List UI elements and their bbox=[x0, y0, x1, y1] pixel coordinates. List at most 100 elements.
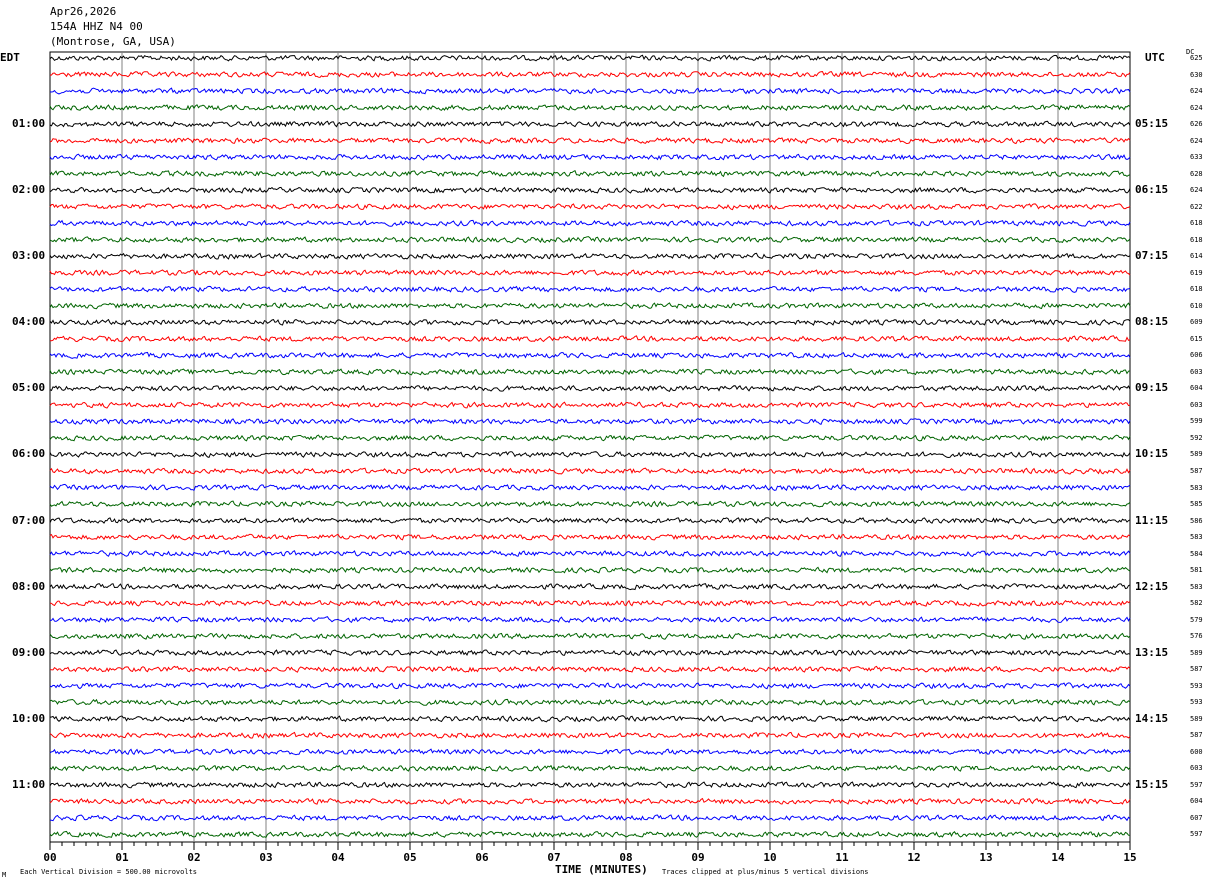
dc-offset-value: 583 bbox=[1190, 483, 1203, 492]
seismic-trace bbox=[49, 236, 1131, 244]
seismic-trace bbox=[49, 203, 1131, 211]
dc-offset-value: 576 bbox=[1190, 632, 1203, 641]
dc-offset-value: 593 bbox=[1190, 698, 1203, 707]
left-timezone-label: EDT bbox=[0, 51, 20, 64]
seismic-trace bbox=[49, 417, 1131, 425]
seismic-trace bbox=[49, 434, 1131, 442]
x-tick-label: 09 bbox=[691, 851, 704, 864]
seismic-trace bbox=[49, 797, 1131, 805]
x-tick-label: 12 bbox=[907, 851, 920, 864]
dc-offset-value: 589 bbox=[1190, 714, 1203, 723]
x-tick-label: 02 bbox=[187, 851, 200, 864]
seismic-trace bbox=[49, 467, 1131, 475]
utc-hour-label: 05:15 bbox=[1135, 117, 1169, 131]
dc-offset-value: 600 bbox=[1190, 747, 1203, 756]
seismic-trace bbox=[49, 302, 1131, 310]
x-tick-label: 01 bbox=[115, 851, 129, 864]
edt-hour-label: 06:00 bbox=[12, 447, 46, 461]
station-code: 154A HHZ N4 00 bbox=[50, 20, 143, 33]
seismic-trace bbox=[50, 335, 1131, 343]
utc-hour-label: 07:15 bbox=[1135, 249, 1169, 263]
dc-offset-value: 582 bbox=[1190, 599, 1203, 608]
x-tick-label: 03 bbox=[259, 851, 272, 864]
edt-hour-label: 10:00 bbox=[12, 711, 46, 725]
seismic-trace bbox=[49, 252, 1131, 260]
dc-offset-value: 614 bbox=[1190, 252, 1203, 261]
seismic-trace bbox=[49, 401, 1131, 409]
dc-offset-value: 579 bbox=[1190, 615, 1203, 624]
dc-offset-value: 585 bbox=[1190, 500, 1203, 509]
edt-hour-label: 01:00 bbox=[12, 117, 46, 131]
x-tick-label: 14 bbox=[1051, 851, 1065, 864]
dc-offset-value: 597 bbox=[1190, 780, 1203, 789]
dc-offset-value: 618 bbox=[1190, 235, 1203, 244]
dc-offset-value: 581 bbox=[1190, 566, 1203, 575]
seismic-trace bbox=[49, 682, 1131, 690]
utc-hour-label: 06:15 bbox=[1135, 183, 1169, 197]
seismic-trace bbox=[49, 170, 1131, 178]
x-tick-label: 07 bbox=[547, 851, 560, 864]
dc-offset-value: 603 bbox=[1190, 400, 1203, 409]
seismic-trace bbox=[49, 368, 1131, 376]
utc-hour-label: 08:15 bbox=[1135, 315, 1169, 329]
dc-offset-value: 607 bbox=[1190, 813, 1203, 822]
dc-offset-value: 624 bbox=[1190, 186, 1203, 195]
dc-offset-value: 624 bbox=[1190, 87, 1203, 96]
seismic-trace bbox=[49, 566, 1131, 574]
seismic-trace bbox=[49, 830, 1131, 839]
dc-offset-value: 604 bbox=[1190, 384, 1203, 393]
seismic-trace bbox=[49, 385, 1131, 392]
dc-offset-value: 603 bbox=[1190, 764, 1203, 773]
dc-offset-value: 619 bbox=[1190, 268, 1203, 277]
seismic-trace bbox=[49, 550, 1131, 558]
dc-offset-value: 599 bbox=[1190, 417, 1203, 426]
seismic-trace bbox=[49, 137, 1131, 145]
x-tick-label: 05 bbox=[403, 851, 416, 864]
dc-offset-value: 597 bbox=[1190, 830, 1203, 839]
right-timezone-label: UTC bbox=[1145, 51, 1165, 64]
seismic-trace bbox=[49, 186, 1131, 194]
utc-hour-label: 11:15 bbox=[1135, 513, 1169, 527]
seismic-trace bbox=[49, 54, 1131, 62]
dc-offset-value: 583 bbox=[1190, 533, 1203, 542]
dc-offset-value: 586 bbox=[1190, 516, 1203, 525]
dc-offset-value: 610 bbox=[1190, 301, 1203, 310]
utc-hour-label: 10:15 bbox=[1135, 447, 1169, 461]
plot-frame bbox=[49, 51, 1131, 843]
seismic-trace bbox=[49, 698, 1131, 706]
dc-offset-value: 624 bbox=[1190, 136, 1203, 145]
edt-hour-label: 03:00 bbox=[12, 249, 46, 263]
seismic-trace bbox=[49, 351, 1131, 359]
x-tick-label: 13 bbox=[979, 851, 992, 864]
dc-offset-value: 618 bbox=[1190, 285, 1203, 294]
seismic-trace bbox=[49, 120, 1131, 128]
seismic-trace bbox=[49, 748, 1131, 756]
seismic-trace bbox=[49, 649, 1131, 657]
seismic-trace bbox=[49, 731, 1131, 739]
scale-note: Each Vertical Division = 500.00 microvol… bbox=[20, 868, 198, 876]
dc-offset-value: 583 bbox=[1190, 582, 1203, 591]
edt-hour-label: 05:00 bbox=[12, 381, 46, 395]
seismic-trace bbox=[49, 451, 1131, 459]
dc-offset-value: 593 bbox=[1190, 681, 1203, 690]
x-tick-label: 04 bbox=[331, 851, 345, 864]
x-axis-label: TIME (MINUTES) bbox=[555, 863, 648, 876]
utc-hour-label: 13:15 bbox=[1135, 645, 1169, 659]
edt-hour-label: 11:00 bbox=[12, 777, 46, 791]
dc-offset-value: 633 bbox=[1190, 153, 1203, 162]
x-tick-label: 06 bbox=[475, 851, 489, 864]
seismic-trace bbox=[49, 87, 1131, 95]
dc-label: DC bbox=[1186, 48, 1195, 56]
dc-offset-value: 603 bbox=[1190, 367, 1203, 376]
dc-offset-value: 589 bbox=[1190, 648, 1203, 657]
seismic-trace bbox=[49, 500, 1131, 508]
x-tick-label: 08 bbox=[619, 851, 632, 864]
dc-offset-value: 604 bbox=[1190, 797, 1203, 806]
edt-hour-label: 09:00 bbox=[12, 645, 46, 659]
dc-offset-value: 624 bbox=[1190, 103, 1203, 112]
seismic-trace bbox=[49, 219, 1131, 227]
x-tick-label: 15 bbox=[1123, 851, 1136, 864]
seismic-trace bbox=[49, 318, 1131, 326]
dc-offset-value: 587 bbox=[1190, 467, 1203, 475]
seismic-trace bbox=[49, 814, 1131, 822]
